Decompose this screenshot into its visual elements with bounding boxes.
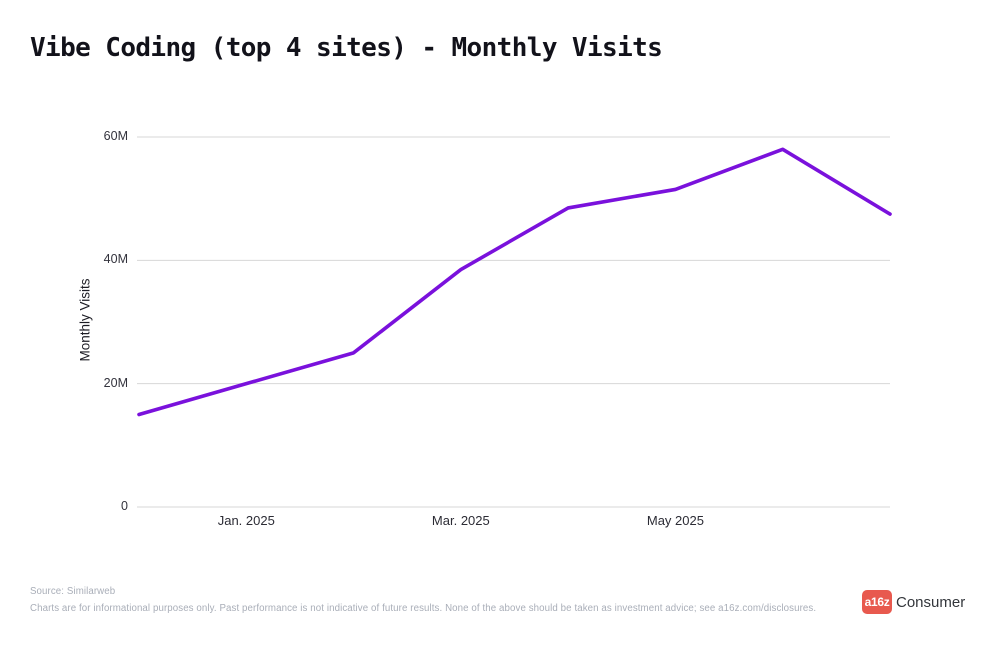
y-tick-label: 40M — [103, 252, 128, 267]
chart-title: Vibe Coding (top 4 sites) - Monthly Visi… — [30, 33, 663, 63]
x-tick-label: May 2025 — [646, 513, 704, 528]
disclaimer-note: Charts are for informational purposes on… — [30, 603, 817, 614]
footer: Source: Similarweb Charts are for inform… — [30, 586, 816, 614]
y-tick-label: 60M — [103, 129, 128, 143]
visits-line — [137, 147, 892, 417]
a16z-consumer-logo: a16z Consumer — [862, 590, 965, 614]
x-tick-label: Mar. 2025 — [431, 513, 490, 528]
logo-consumer-text: Consumer — [896, 593, 966, 611]
source-note: Source: Similarweb — [30, 586, 116, 597]
y-axis-title: Monthly Visits — [77, 278, 93, 362]
y-tick-label: 0 — [121, 499, 128, 513]
y-tick-label: 20M — [103, 375, 128, 390]
a16z-logo-badge: a16z — [862, 590, 892, 614]
x-tick-label: Jan. 2025 — [217, 513, 275, 528]
